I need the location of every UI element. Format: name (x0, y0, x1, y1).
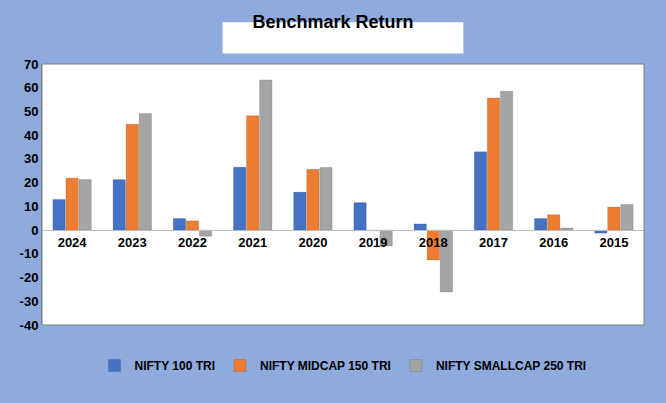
svg-text:2017: 2017 (479, 235, 508, 250)
svg-text:2020: 2020 (298, 235, 327, 250)
svg-text:Benchmark Return: Benchmark Return (252, 12, 413, 32)
svg-text:NIFTY SMALLCAP 250 TRI: NIFTY SMALLCAP 250 TRI (436, 359, 586, 373)
svg-text:-20: -20 (20, 270, 39, 285)
svg-text:70: 70 (24, 57, 38, 72)
svg-text:30: 30 (24, 151, 38, 166)
svg-text:2018: 2018 (419, 235, 448, 250)
svg-text:2015: 2015 (599, 235, 628, 250)
svg-text:2022: 2022 (178, 235, 207, 250)
svg-text:2024: 2024 (58, 235, 88, 250)
svg-text:2016: 2016 (539, 235, 568, 250)
svg-text:40: 40 (24, 128, 38, 143)
svg-text:NIFTY 100 TRI: NIFTY 100 TRI (135, 359, 215, 373)
svg-text:-30: -30 (20, 294, 39, 309)
svg-text:20: 20 (24, 175, 38, 190)
svg-text:2019: 2019 (359, 235, 388, 250)
svg-text:10: 10 (24, 199, 38, 214)
svg-text:2021: 2021 (238, 235, 267, 250)
svg-text:60: 60 (24, 80, 38, 95)
svg-text:-40: -40 (20, 318, 39, 333)
svg-text:0: 0 (31, 223, 38, 238)
svg-text:NIFTY MIDCAP 150 TRI: NIFTY MIDCAP 150 TRI (260, 359, 391, 373)
svg-text:-10: -10 (20, 246, 39, 261)
svg-text:2023: 2023 (118, 235, 147, 250)
svg-text:50: 50 (24, 104, 38, 119)
